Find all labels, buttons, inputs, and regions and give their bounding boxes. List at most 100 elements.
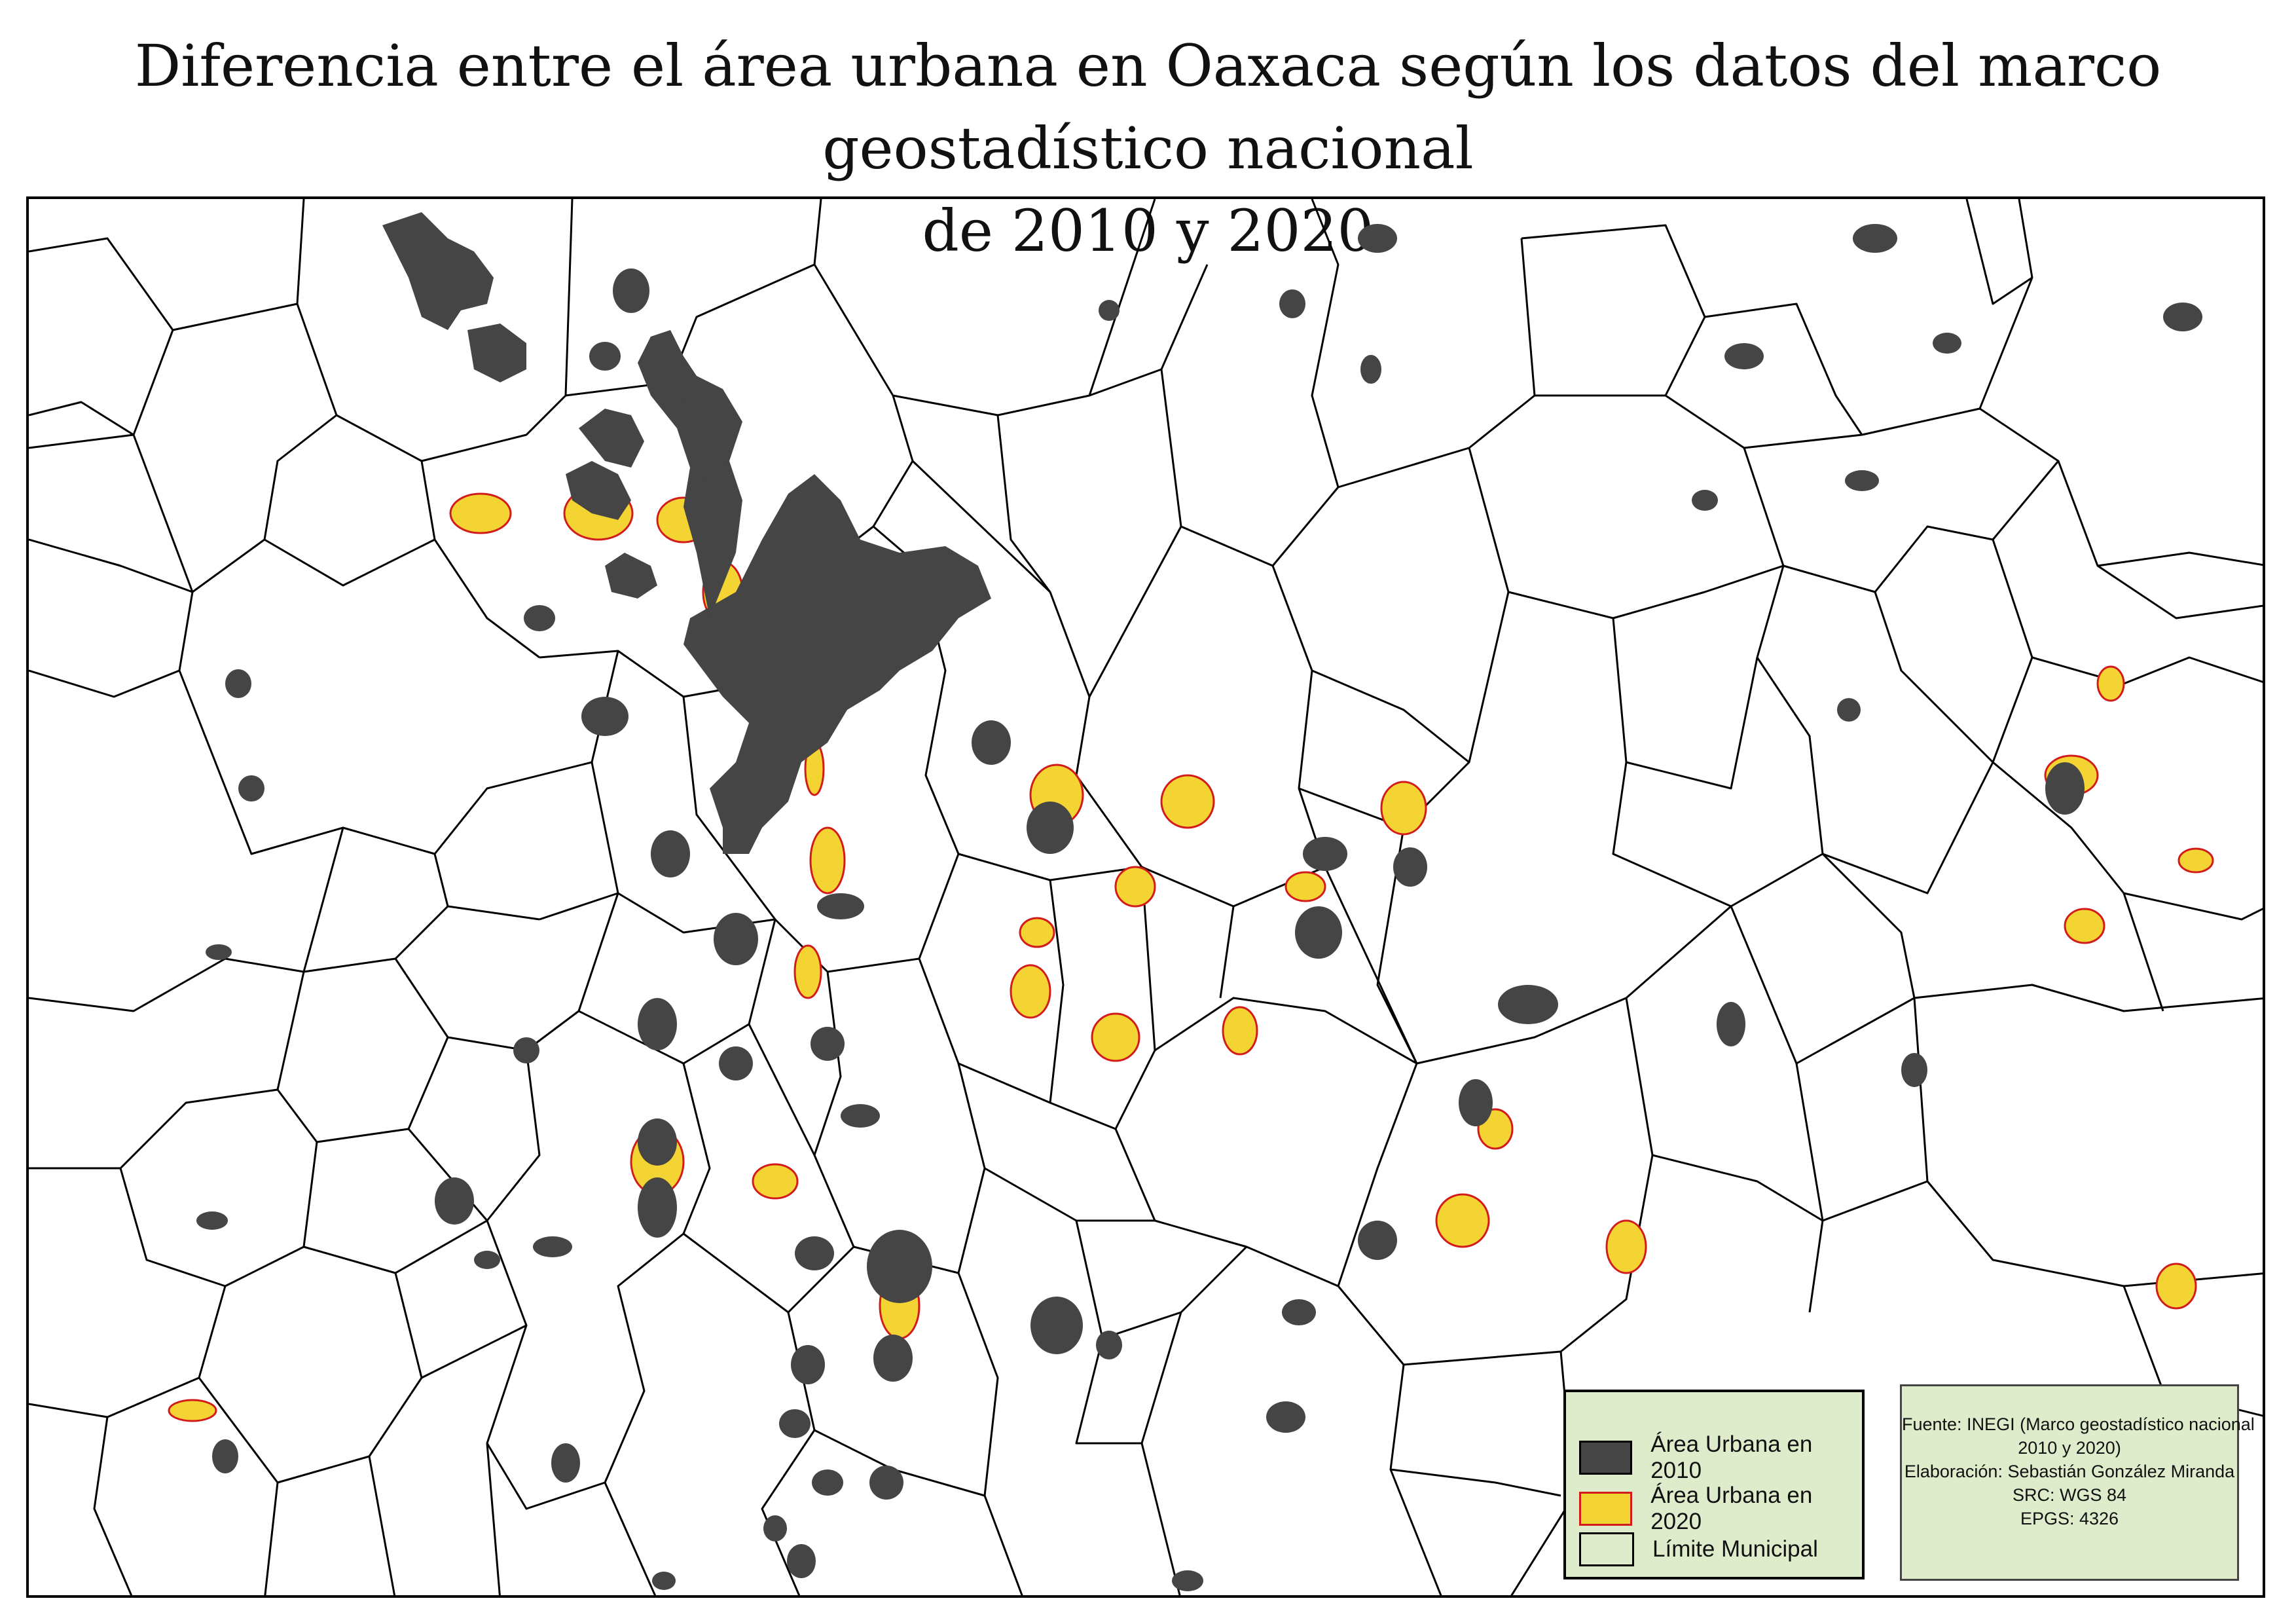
urban-2020-patch	[1010, 964, 1051, 1019]
urban-2010-patch	[817, 893, 864, 919]
urban-2010-patch	[811, 1027, 845, 1061]
urban-2010-patch	[206, 944, 232, 960]
urban-2010-patch	[1030, 1297, 1083, 1354]
urban-2010-patch	[533, 1236, 572, 1257]
urban-2020-patch	[2155, 1263, 2197, 1310]
source-line-5: EPGS: 4326	[2020, 1509, 2119, 1528]
urban-2010-patch	[225, 669, 251, 698]
source-line-2: 2010 y 2020)	[2018, 1438, 2121, 1458]
urban-2010-patch	[435, 1177, 474, 1225]
legend-item-urban-2010: Área Urbana en 2010	[1579, 1431, 1862, 1484]
urban-2010-patch	[787, 1544, 816, 1578]
urban-2010-patch	[1303, 837, 1347, 871]
urban-2010-patch	[581, 697, 629, 736]
urban-2010-oaxaca-city	[683, 474, 991, 854]
urban-2010-patch	[1837, 698, 1861, 722]
urban-2010-patch	[1027, 802, 1074, 854]
urban-2020-patch	[168, 1399, 217, 1422]
urban-2010-patch	[652, 1572, 676, 1590]
urban-2020-patch	[1091, 1012, 1140, 1062]
legend-swatch-urban-2020	[1579, 1492, 1633, 1526]
urban-2020-patch	[1380, 781, 1427, 836]
map-legend: Área Urbana en 2010 Área Urbana en 2020 …	[1563, 1390, 1865, 1579]
source-line-4: SRC: WGS 84	[2012, 1485, 2127, 1505]
urban-2010-patch	[2163, 303, 2202, 331]
urban-2020-patch	[449, 492, 512, 534]
urban-2010-patch	[719, 1046, 753, 1080]
urban-2010-patch	[212, 1439, 238, 1473]
urban-2010-patch	[638, 1177, 677, 1238]
municipal-boundaries	[29, 199, 2263, 1595]
urban-2010-patch	[1358, 1221, 1397, 1260]
urban-2010-patch	[972, 720, 1011, 765]
urban-2010-patch	[1717, 1002, 1745, 1046]
urban-2010-patch	[1933, 333, 1961, 354]
urban-2020-patch	[752, 1163, 799, 1200]
urban-2010-patch	[605, 553, 657, 599]
urban-2010-patch	[1692, 490, 1718, 511]
urban-2010-patch	[791, 1345, 825, 1384]
urban-2010-patch	[238, 775, 264, 802]
urban-2010-patch	[1724, 343, 1764, 369]
legend-item-urban-2020: Área Urbana en 2020	[1579, 1483, 1862, 1535]
legend-item-municipal-limit: Límite Municipal	[1579, 1532, 1818, 1566]
urban-2020-patch	[1605, 1219, 1647, 1274]
urban-2010-patch	[1279, 289, 1305, 318]
urban-2010-patch	[1901, 1053, 1927, 1087]
urban-2010-patch	[1459, 1079, 1493, 1126]
source-line-1: Fuente: INEGI (Marco geostadístico nacio…	[1902, 1414, 2255, 1434]
urban-2010-patch	[1853, 224, 1897, 253]
urban-2010-patch	[1498, 985, 1558, 1024]
urban-2010-patch	[1295, 906, 1342, 959]
source-box: Fuente: INEGI (Marco geostadístico nacio…	[1900, 1384, 2255, 1581]
urban-2010-patch	[513, 1037, 539, 1063]
map-frame[interactable]	[26, 196, 2265, 1598]
urban-2020-patch	[2178, 847, 2214, 874]
urban-2010-patch	[524, 605, 555, 631]
urban-2020-patch	[1222, 1006, 1258, 1056]
urban-2010-patch	[1282, 1299, 1316, 1325]
map-title-line-2: de 2010 y 2020	[922, 197, 1374, 265]
urban-2010-patch	[841, 1104, 880, 1128]
urban-2010-patch	[869, 1466, 903, 1500]
urban-2020-patch	[1019, 917, 1055, 948]
urban-2010-patch	[867, 1230, 932, 1303]
urban-2010-patch	[551, 1443, 580, 1483]
urban-2020-patch	[1114, 866, 1156, 908]
urban-2020-patch	[793, 944, 822, 999]
urban-2010-patch	[638, 1118, 677, 1166]
legend-swatch-urban-2010	[1579, 1441, 1633, 1475]
urban-2010-patch	[1358, 224, 1397, 253]
urban-2010-patch	[566, 461, 631, 520]
urban-2010-patch	[694, 441, 725, 481]
urban-2020-patch	[2096, 665, 2125, 702]
urban-2010-patch	[196, 1211, 228, 1230]
urban-2010-patch	[714, 913, 758, 965]
urban-2010-patch	[651, 830, 690, 877]
urban-2010-patch	[763, 1515, 787, 1541]
urban-2010-north-corridor	[638, 330, 742, 618]
urban-2010-patch	[613, 268, 649, 313]
urban-2010-patch	[1393, 847, 1427, 887]
urban-2010-patch	[812, 1469, 843, 1496]
urban-2010-patch	[382, 212, 494, 330]
legend-label-urban-2020: Área Urbana en 2020	[1650, 1483, 1813, 1534]
urban-2010-patch	[779, 1409, 811, 1438]
urban-2020-patch	[809, 826, 846, 895]
urban-2010-patch	[1266, 1401, 1305, 1433]
map-canvas[interactable]	[29, 199, 2265, 1598]
urban-area-2010	[196, 212, 2202, 1591]
urban-2010-patch	[1099, 300, 1120, 321]
urban-2010-patch	[579, 409, 644, 468]
urban-2010-patch	[2045, 762, 2085, 815]
legend-label-urban-2010: Área Urbana en 2010	[1650, 1431, 1813, 1483]
urban-2020-patch	[1285, 871, 1326, 902]
urban-2010-patch	[1096, 1331, 1122, 1359]
map-title: Diferencia entre el área urbana en Oaxac…	[0, 25, 2296, 272]
urban-2010-patch	[1360, 355, 1381, 384]
urban-2010-patch	[1845, 470, 1879, 491]
urban-2010-patch	[474, 1251, 500, 1269]
urban-2010-patch	[638, 998, 677, 1050]
urban-2020-patch	[1435, 1193, 1490, 1248]
urban-2020-patch	[1160, 774, 1215, 829]
